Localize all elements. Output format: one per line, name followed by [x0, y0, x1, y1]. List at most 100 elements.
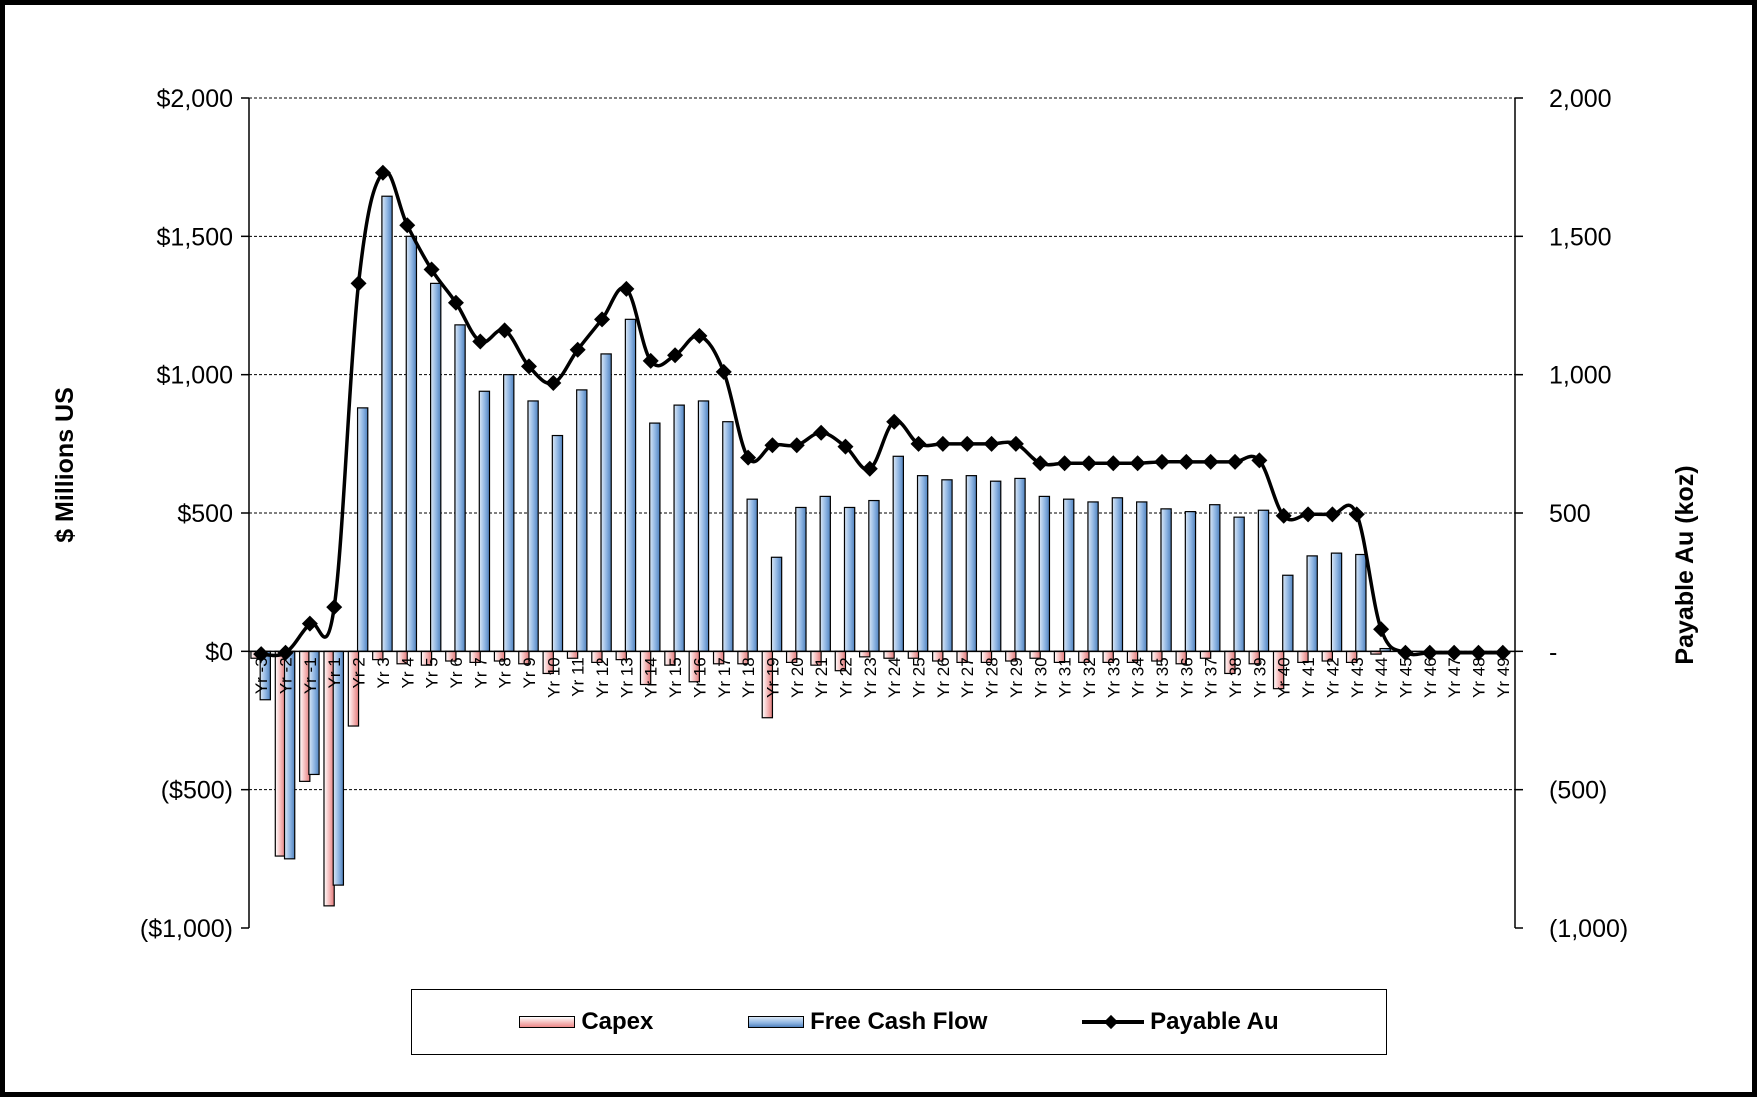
payable-au-swatch — [1082, 1015, 1145, 1029]
fcf-bar — [1062, 498, 1075, 652]
x-tick-label: Yr 13 — [617, 657, 636, 698]
payable-au-marker — [618, 280, 635, 297]
fcf-bar — [649, 422, 661, 652]
x-tick-label: Yr 14 — [642, 657, 661, 698]
payable-au-marker — [301, 615, 318, 632]
y-left-tick-label: $1,500 — [157, 223, 233, 251]
x-tick-label: Yr 7 — [471, 657, 490, 688]
legend-label-fcf: Free Cash Flow — [810, 1008, 988, 1035]
capex-bar — [1199, 650, 1212, 659]
payable-au-marker — [1373, 621, 1390, 638]
y-right-tick-label: 500 — [1549, 500, 1591, 528]
x-tick-label: Yr -1 — [301, 657, 320, 694]
legend-item-fcf: Free Cash Flow — [748, 1008, 987, 1036]
payable-au-marker — [326, 599, 343, 616]
payable-au-marker — [1275, 507, 1292, 524]
x-tick-label: Yr 5 — [423, 657, 442, 688]
x-tick-label: Yr 11 — [569, 657, 588, 696]
x-tick-label: Yr 18 — [739, 657, 758, 698]
payable-au-marker — [1178, 453, 1195, 470]
fcf-bar — [1233, 516, 1245, 652]
payable-au-marker — [1129, 455, 1146, 472]
payable-au-marker — [1227, 453, 1244, 470]
payable-au-marker — [1348, 506, 1365, 523]
x-tick-label: Yr 40 — [1275, 657, 1294, 698]
capex-bar — [907, 650, 920, 659]
x-tick-label: Yr 32 — [1080, 657, 1099, 698]
payable-au-marker — [1007, 435, 1024, 452]
fcf-bar — [1136, 501, 1148, 652]
y-left-tick-label: $1,000 — [157, 362, 233, 390]
legend: Capex Free Cash Flow Payable Au — [411, 989, 1387, 1055]
x-tick-label: Yr 9 — [520, 657, 539, 688]
y-right-tick-label: 1,000 — [1549, 362, 1612, 390]
x-tick-label: Yr 34 — [1129, 657, 1148, 698]
y-left-tick-label: $2,000 — [157, 85, 233, 113]
x-tick-label: Yr 26 — [934, 657, 953, 698]
legend-label-capex: Capex — [581, 1008, 654, 1035]
payable-au-marker — [959, 435, 976, 452]
x-tick-label: Yr 31 — [1056, 657, 1075, 698]
fcf-bar — [1209, 504, 1221, 652]
payable-au-marker — [788, 437, 805, 454]
fcf-bar — [1160, 508, 1172, 652]
fcf-bar — [819, 495, 831, 652]
payable-au-marker — [837, 438, 854, 455]
payable-au-marker — [472, 333, 489, 350]
payable-au-marker — [1494, 644, 1511, 661]
fcf-bar — [1306, 555, 1318, 652]
combo-chart: $2,000 2,000 $1,500 1,500 $1,000 1,000 $500 500… — [51, 85, 1699, 943]
x-tick-label: Yr 24 — [885, 657, 904, 698]
x-tick-label: Yr 25 — [910, 657, 929, 698]
fcf-bar — [503, 374, 515, 652]
x-tick-label: Yr 38 — [1226, 657, 1245, 698]
payable-au-marker — [886, 413, 903, 430]
fcf-bar — [551, 434, 564, 652]
payable-au-marker — [1202, 453, 1219, 470]
y-right-tick-label: (500) — [1549, 777, 1607, 805]
fcf-bar — [868, 499, 880, 652]
payable-au-marker — [350, 275, 367, 292]
legend-label-payable-au: Payable Au — [1150, 1008, 1279, 1035]
x-tick-label: Yr 23 — [861, 657, 880, 698]
capex-bar — [566, 650, 579, 659]
x-tick-label: Yr 17 — [715, 657, 734, 698]
fcf-bar — [746, 498, 758, 652]
legend-item-capex: Capex — [519, 1008, 653, 1036]
capex-swatch — [519, 1016, 576, 1028]
x-tick-label: Yr -2 — [277, 657, 296, 694]
y-right-tick-label: 1,500 — [1549, 223, 1612, 251]
fcf-bar — [405, 235, 418, 652]
payable-au-marker — [520, 358, 537, 375]
fcf-bar — [1038, 495, 1051, 652]
fcf-bar — [624, 318, 637, 652]
fcf-bar — [1282, 574, 1294, 652]
x-tick-label: Yr 16 — [690, 657, 709, 698]
x-tick-label: Yr 21 — [812, 657, 831, 698]
payable-au-marker — [1056, 455, 1073, 472]
fcf-bar — [941, 479, 953, 652]
payable-au-marker — [496, 322, 513, 339]
axes — [241, 97, 1523, 929]
payable-au-marker — [1105, 455, 1122, 472]
payable-au-marker — [1470, 644, 1487, 661]
fcf-bar — [429, 282, 442, 652]
x-tick-label: Yr 1 — [325, 657, 344, 688]
payable-au-marker — [1421, 644, 1438, 661]
x-tick-label: Yr 28 — [983, 657, 1002, 698]
payable-au-marker — [374, 164, 391, 181]
fcf-bar — [795, 506, 807, 652]
labels: $2,000 2,000 $1,500 1,500 $1,000 1,000 $500 500… — [140, 85, 1628, 943]
payable-au-marker — [764, 437, 781, 454]
x-tick-label: Yr 36 — [1177, 657, 1196, 698]
payable-au-marker — [1397, 644, 1414, 661]
x-tick-label: Yr 20 — [788, 657, 807, 698]
x-tick-label: Yr 35 — [1153, 657, 1172, 698]
payable-au-marker — [691, 327, 708, 344]
fcf-bar — [892, 455, 904, 652]
y-right-axis-title: Payable Au (koz) — [1671, 465, 1699, 664]
x-tick-label: Yr 47 — [1445, 657, 1464, 698]
fcf-bar — [722, 421, 734, 652]
y-left-axis-title: $ Millions US — [51, 387, 79, 543]
payable-au-marker — [667, 347, 684, 364]
